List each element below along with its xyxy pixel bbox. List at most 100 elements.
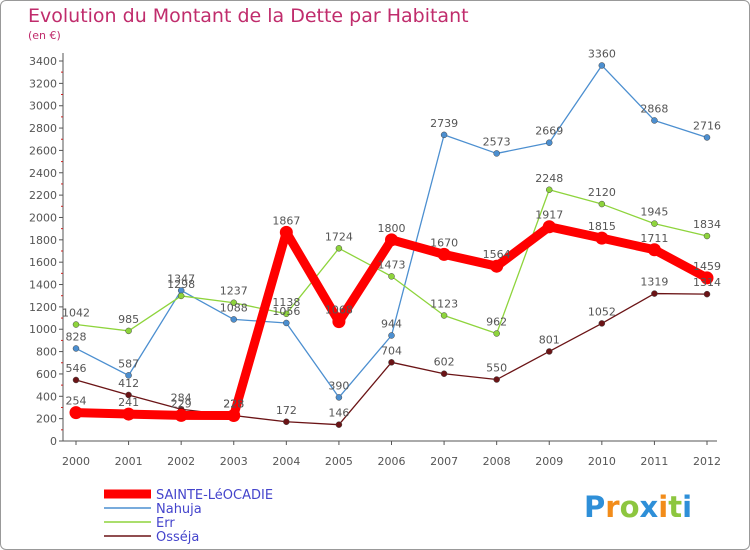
data-point <box>440 370 448 377</box>
data-point <box>177 292 185 300</box>
x-tick-label: 2005 <box>325 455 353 468</box>
data-label: 1473 <box>378 258 406 271</box>
y-tick-label: 1200 <box>29 301 57 314</box>
data-label: 546 <box>66 362 87 375</box>
data-point <box>703 134 711 141</box>
data-label: 1056 <box>272 305 300 318</box>
data-label: 1670 <box>430 236 458 249</box>
data-label: 602 <box>434 356 455 369</box>
data-label: 146 <box>328 407 349 420</box>
data-point <box>72 376 80 384</box>
data-point <box>546 186 553 194</box>
y-tick-label: 0 <box>50 435 57 448</box>
data-label: 1564 <box>483 248 511 261</box>
data-point <box>598 62 606 69</box>
data-label: 1042 <box>62 307 90 320</box>
data-point <box>335 245 343 252</box>
data-point <box>437 247 451 261</box>
data-point <box>703 290 711 298</box>
data-point <box>595 231 609 245</box>
data-label: 1800 <box>378 222 406 235</box>
data-point <box>546 348 553 355</box>
data-label: 254 <box>66 395 87 408</box>
data-point <box>388 332 395 339</box>
data-label: 2120 <box>588 186 616 199</box>
data-label: 801 <box>539 333 560 346</box>
y-tick-label: 800 <box>36 346 57 359</box>
data-label: 1237 <box>220 285 248 298</box>
y-tick-label: 2000 <box>29 211 57 224</box>
data-label: 1298 <box>167 278 195 291</box>
data-label: 1319 <box>640 276 668 289</box>
data-label: 2739 <box>430 117 458 130</box>
data-point <box>493 330 500 337</box>
data-point <box>332 315 346 329</box>
data-point <box>335 394 343 401</box>
data-label: 704 <box>381 344 402 357</box>
data-label: 1347 <box>167 272 195 285</box>
logo-letter: i <box>658 490 669 524</box>
data-point <box>388 273 395 280</box>
data-point <box>647 243 661 257</box>
data-point <box>598 320 606 327</box>
data-label: 1123 <box>430 297 458 310</box>
data-label: 229 <box>171 397 192 410</box>
logo-letter: o <box>619 490 640 524</box>
proxiti-logo: Proxiti <box>584 490 692 524</box>
y-tick-label: 3200 <box>29 77 57 90</box>
data-point <box>283 319 290 327</box>
data-label: 3360 <box>588 47 616 60</box>
x-tick-label: 2000 <box>62 455 90 468</box>
y-tick-label: 1000 <box>29 323 57 336</box>
legend-label: Err <box>156 516 175 531</box>
data-label: 172 <box>276 404 297 417</box>
data-point <box>651 290 658 297</box>
data-point <box>230 299 237 306</box>
data-label: 2669 <box>535 125 563 138</box>
data-point <box>542 220 556 234</box>
data-label: 550 <box>486 362 507 375</box>
y-tick-label: 400 <box>36 390 57 403</box>
x-tick-label: 2010 <box>588 455 616 468</box>
data-label: 228 <box>223 398 244 411</box>
data-label: 962 <box>486 315 507 328</box>
data-point <box>490 259 504 273</box>
x-tick-label: 2009 <box>535 455 563 468</box>
data-label: 1052 <box>588 305 616 318</box>
legend-label: Nahuja <box>156 502 202 517</box>
data-point <box>174 408 188 422</box>
data-point <box>230 316 237 323</box>
data-label: 241 <box>118 396 139 409</box>
data-point <box>125 372 132 379</box>
x-tick-label: 2001 <box>115 455 143 468</box>
data-point <box>546 139 553 146</box>
x-tick-label: 2006 <box>378 455 406 468</box>
y-tick-label: 2200 <box>29 189 57 202</box>
data-point <box>598 200 606 208</box>
y-tick-label: 1400 <box>29 279 57 292</box>
data-label: 1068 <box>325 304 353 317</box>
data-label: 2716 <box>693 119 721 132</box>
data-point <box>125 327 132 335</box>
y-tick-label: 200 <box>36 413 57 426</box>
data-label: 1834 <box>693 218 721 231</box>
logo-letter: x <box>639 490 659 524</box>
data-label: 587 <box>118 357 139 370</box>
data-point <box>125 391 132 399</box>
data-point <box>72 321 80 328</box>
data-point <box>493 150 500 157</box>
chart-unit: (en €) <box>28 29 61 42</box>
chart-title: Evolution du Montant de la Dette par Hab… <box>28 5 469 27</box>
data-label: 1088 <box>220 301 248 314</box>
data-point <box>651 117 658 124</box>
data-label: 985 <box>118 313 139 326</box>
x-tick-label: 2003 <box>220 455 248 468</box>
data-label: 1711 <box>640 232 668 245</box>
y-tick-label: 2800 <box>29 122 57 135</box>
y-tick-label: 2600 <box>29 144 57 157</box>
data-label: 2868 <box>640 102 668 115</box>
data-label: 1867 <box>272 214 300 227</box>
data-point <box>69 406 83 420</box>
data-point <box>283 310 290 318</box>
x-tick-label: 2011 <box>640 455 668 468</box>
